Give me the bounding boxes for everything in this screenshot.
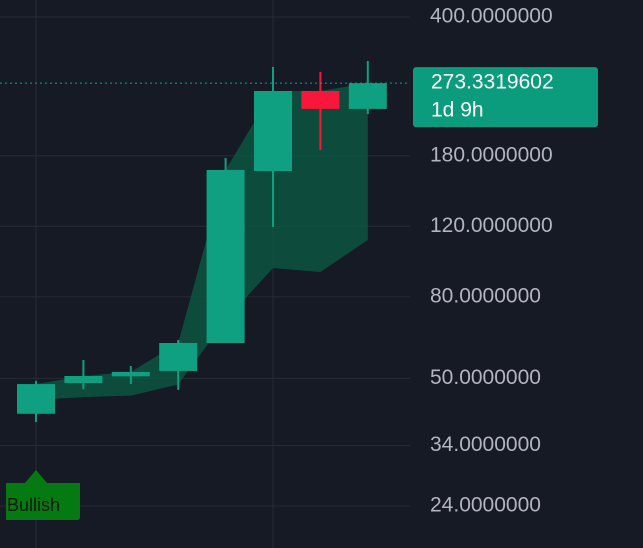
price-label-box [413,67,598,128]
y-tick-label: 400.0000000 [430,5,553,28]
candle-body [206,169,245,344]
candle-body [301,90,340,109]
y-tick-label: 80.0000000 [430,284,541,307]
candle-body [159,343,198,371]
y-tick-label: 34.0000000 [430,433,541,456]
candle-body [348,83,387,109]
y-tick-label: 120.0000000 [430,214,553,237]
last-price-label: 273.3319602 [431,71,554,94]
candle-body [64,376,103,384]
candle-body [254,90,292,171]
y-tick-label: 24.0000000 [430,494,541,517]
y-tick-label: 180.0000000 [430,143,553,166]
y-tick-label: 50.0000000 [430,366,541,389]
annotation-marker [6,470,80,520]
candle-body [17,384,55,414]
countdown-label: 1d 9h [431,99,484,122]
annotation-label: Bullish [7,495,60,515]
candle-body [111,371,150,377]
